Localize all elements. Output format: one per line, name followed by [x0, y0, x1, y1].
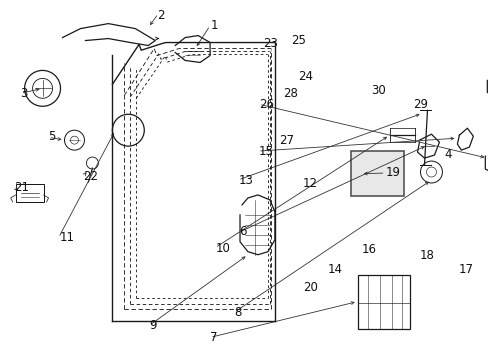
- Text: 29: 29: [412, 98, 427, 111]
- Text: 23: 23: [263, 37, 277, 50]
- Text: 22: 22: [83, 170, 99, 183]
- Text: 26: 26: [259, 98, 274, 111]
- Text: 1: 1: [210, 19, 218, 32]
- Text: 16: 16: [361, 243, 376, 256]
- Text: 18: 18: [419, 249, 434, 262]
- Text: 15: 15: [259, 145, 273, 158]
- Bar: [16, 184, 43, 202]
- Text: 30: 30: [370, 84, 385, 97]
- Bar: [357, 275, 408, 329]
- Text: 17: 17: [458, 263, 473, 276]
- Text: 25: 25: [290, 33, 305, 47]
- Text: 12: 12: [303, 177, 317, 190]
- Text: 8: 8: [234, 306, 242, 319]
- Bar: [350, 151, 404, 196]
- Text: 19: 19: [385, 166, 400, 179]
- Text: 21: 21: [14, 181, 29, 194]
- Text: 13: 13: [238, 174, 253, 186]
- Text: 20: 20: [303, 281, 317, 294]
- Bar: [354, 159, 400, 184]
- Text: 10: 10: [215, 242, 230, 255]
- Text: 28: 28: [283, 87, 298, 100]
- Text: 11: 11: [59, 231, 74, 244]
- Text: 9: 9: [149, 319, 157, 332]
- Text: 2: 2: [157, 9, 164, 22]
- Text: 7: 7: [210, 331, 218, 344]
- Text: 14: 14: [327, 263, 342, 276]
- Text: 27: 27: [278, 134, 293, 147]
- Text: 6: 6: [239, 225, 246, 238]
- Text: 4: 4: [444, 148, 451, 161]
- Text: 5: 5: [48, 130, 56, 144]
- Text: 24: 24: [298, 69, 312, 82]
- Text: 3: 3: [20, 87, 27, 100]
